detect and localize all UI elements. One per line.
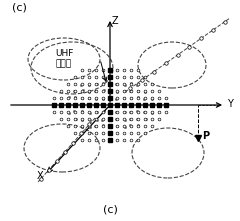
- Text: Z: Z: [112, 16, 119, 26]
- Text: Y: Y: [227, 99, 233, 109]
- Text: (c): (c): [102, 204, 117, 214]
- Text: UHF: UHF: [55, 50, 73, 59]
- Text: P: P: [202, 131, 209, 141]
- Text: 传感器: 传感器: [56, 59, 72, 69]
- Text: (c): (c): [12, 2, 27, 12]
- Text: X: X: [37, 171, 44, 181]
